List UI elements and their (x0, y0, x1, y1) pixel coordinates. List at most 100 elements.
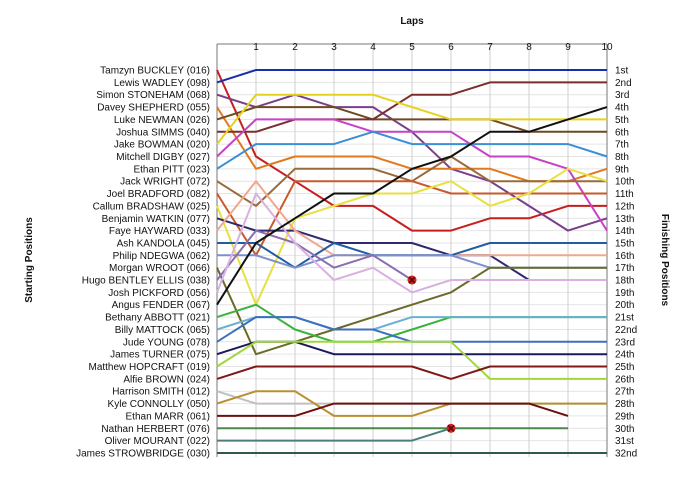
finish-position-label: 24th (615, 350, 634, 361)
finish-position-label: 13th (615, 214, 634, 225)
finish-position-label: 8th (615, 152, 629, 163)
finish-position-label: 30th (615, 424, 634, 435)
start-name-label: Lewis WADLEY (098) (114, 78, 210, 89)
finish-position-label: 27th (615, 387, 634, 398)
start-name-label: Mitchell DIGBY (027) (116, 152, 210, 163)
y-axis-label-left: Starting Positions (24, 217, 35, 303)
start-name-label: Philip NDEGWA (062) (113, 251, 210, 262)
finish-position-label: 1st (615, 66, 629, 77)
start-name-label: Angus FENDER (067) (112, 300, 210, 311)
lap-tick-label: 6 (448, 42, 454, 53)
start-name-label: Ethan PITT (023) (133, 164, 210, 175)
start-name-label: Oliver MOURANT (022) (105, 436, 210, 447)
finish-position-label: 9th (615, 164, 629, 175)
start-name-label: Joshua SIMMS (040) (116, 127, 210, 138)
lap-tick-label: 7 (487, 42, 493, 53)
series-line (216, 180, 607, 257)
start-name-label: Billy MATTOCK (065) (115, 325, 210, 336)
start-name-label: Benjamin WATKIN (077) (102, 214, 210, 225)
lap-tick-label: 9 (565, 42, 571, 53)
finish-position-label: 20th (615, 300, 634, 311)
finish-position-label: 19th (615, 288, 634, 299)
x-axis-label: Laps (400, 16, 424, 27)
retirement-markers (407, 275, 456, 433)
start-name-label: Joel BRADFORD (082) (107, 189, 210, 200)
start-name-label: Ash KANDOLA (045) (117, 238, 210, 249)
start-name-label: Bethany ABBOTT (021) (105, 313, 210, 324)
series-line (216, 93, 607, 145)
retirement-cross (408, 276, 416, 284)
finish-position-label: 29th (615, 411, 634, 422)
series-line (217, 427, 452, 442)
finish-position-label: 22nd (615, 325, 637, 336)
start-name-label: Morgan WROOT (066) (109, 263, 210, 274)
start-name-label: Josh PICKFORD (056) (108, 288, 210, 299)
start-name-label: James TURNER (075) (110, 350, 210, 361)
lap-tick-label: 10 (601, 42, 613, 53)
start-name-label: Harrison SMITH (012) (112, 387, 210, 398)
finish-position-label: 7th (615, 140, 629, 151)
start-name-label: Davey SHEPHERD (055) (97, 103, 210, 114)
finish-position-label: 6th (615, 127, 629, 138)
start-name-label: Hugo BENTLEY ELLIS (038) (82, 276, 210, 287)
finish-position-label: 5th (615, 115, 629, 126)
finish-position-label: 32nd (615, 449, 637, 460)
start-name-label: Ethan MARR (061) (126, 411, 210, 422)
starting-names: Tamzyn BUCKLEY (016)Lewis WADLEY (098)Si… (76, 66, 210, 460)
start-name-label: Callum BRADSHAW (025) (93, 201, 210, 212)
series-line (216, 106, 608, 306)
start-name-label: Matthew HOPCRAFT (019) (88, 362, 210, 373)
series-line (217, 402, 569, 417)
lap-tick-label: 8 (526, 42, 532, 53)
y-axis-label-right: Finishing Positions (659, 214, 670, 307)
lap-tick-label: 5 (409, 42, 415, 53)
finish-position-label: 23rd (615, 337, 635, 348)
series-lines (216, 69, 608, 454)
series-line (216, 229, 413, 281)
retirement-cross (447, 424, 455, 432)
finish-position-label: 4th (615, 103, 629, 114)
start-name-label: Jake BOWMAN (020) (114, 140, 210, 151)
series-line (216, 106, 607, 133)
lap-tick-label: 3 (331, 42, 337, 53)
series-line (216, 118, 608, 232)
series-line (216, 390, 607, 417)
finish-position-label: 10th (615, 177, 634, 188)
finish-position-label: 31st (615, 436, 634, 447)
start-name-label: Alfie BROWN (024) (123, 374, 210, 385)
finish-position-label: 15th (615, 238, 634, 249)
start-name-label: Jack WRIGHT (072) (120, 177, 210, 188)
finish-position-label: 14th (615, 226, 634, 237)
start-name-label: Luke NEWMAN (026) (114, 115, 210, 126)
finish-position-label: 11th (615, 189, 634, 200)
series-line (216, 167, 608, 306)
finish-position-label: 12th (615, 201, 634, 212)
start-name-label: Tamzyn BUCKLEY (016) (100, 66, 210, 77)
series-line (216, 130, 608, 170)
lap-tick-label: 2 (292, 42, 298, 53)
start-name-label: Simon STONEHAM (068) (96, 90, 210, 101)
finish-position-label: 25th (615, 362, 634, 373)
finish-position-label: 16th (615, 251, 634, 262)
series-line (216, 365, 607, 380)
start-name-label: Nathan HERBERT (076) (101, 424, 210, 435)
lap-ticks: 1 2 3 4 5 6 7 8 9 10 (253, 42, 613, 53)
series-line (216, 69, 607, 84)
lap-tick-label: 4 (370, 42, 376, 53)
finish-position-label: 28th (615, 399, 634, 410)
series-line (216, 266, 607, 356)
start-name-label: Kyle CONNOLLY (050) (108, 399, 210, 410)
finish-position-label: 21st (615, 313, 634, 324)
start-name-label: James STROWBRIDGE (030) (76, 449, 210, 460)
finish-position-label: 17th (615, 263, 634, 274)
finish-position-label: 18th (615, 276, 634, 287)
start-name-label: Jude YOUNG (078) (123, 337, 210, 348)
finish-position-label: 2nd (615, 78, 632, 89)
series-line (216, 340, 607, 380)
lap-tick-label: 1 (253, 42, 259, 53)
start-name-label: Faye HAYWARD (033) (109, 226, 210, 237)
